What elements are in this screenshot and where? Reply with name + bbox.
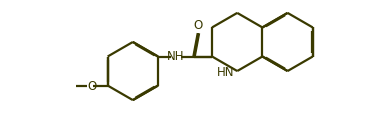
Text: O: O [194,19,203,32]
Text: O: O [87,79,96,92]
Text: HN: HN [217,65,235,78]
Text: NH: NH [167,49,185,62]
